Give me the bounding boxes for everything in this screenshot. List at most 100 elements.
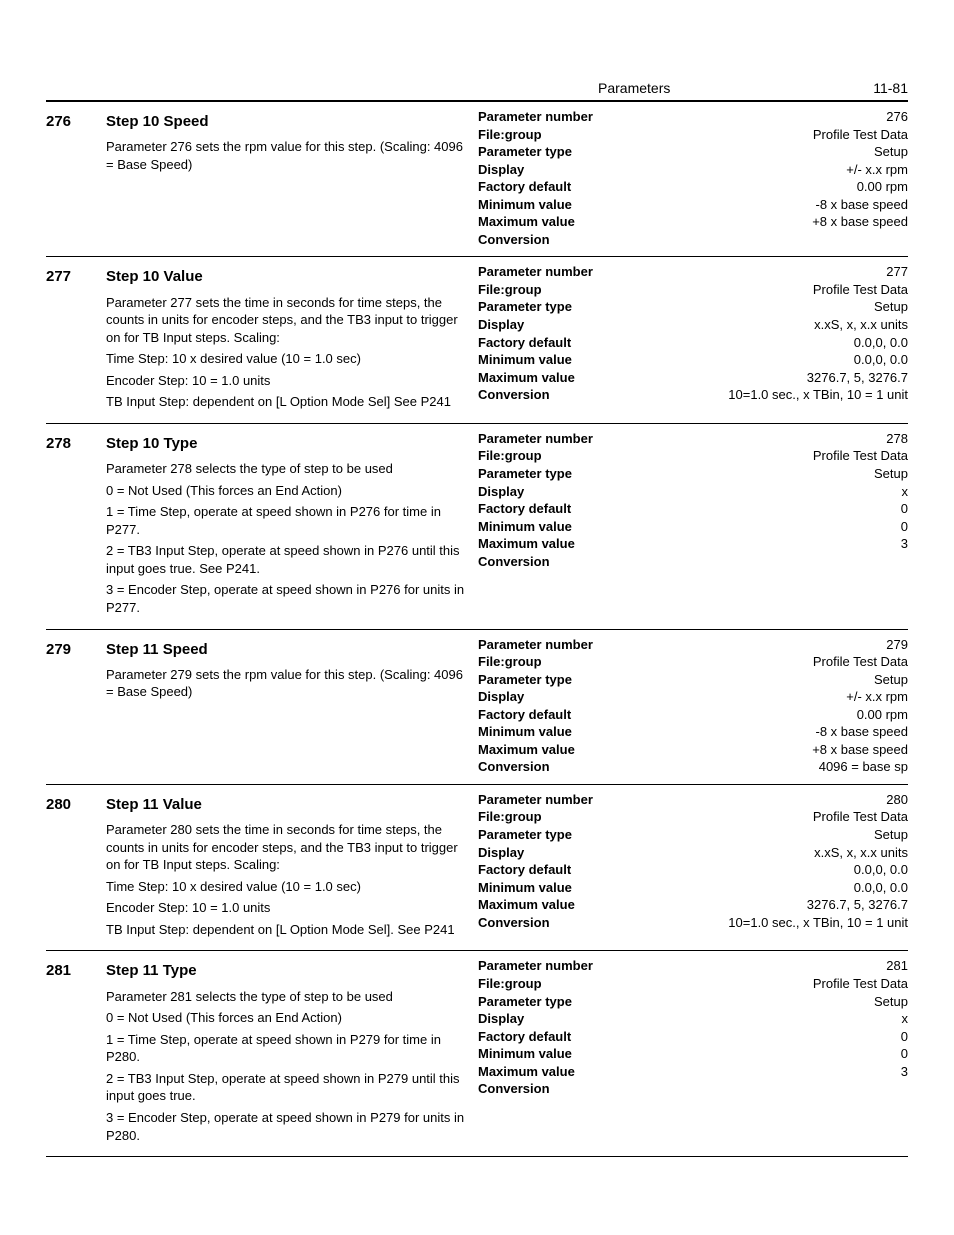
attribute-value: 4096 = base sp [628, 758, 908, 776]
attribute-value: -8 x base speed [628, 196, 908, 214]
parameter-description-line: Time Step: 10 x desired value (10 = 1.0 … [106, 878, 468, 896]
attribute-value: 10=1.0 sec., x TBin, 10 = 1 unit [628, 386, 908, 404]
attribute-value: 280 [628, 791, 908, 809]
parameter-block: 277Step 10 ValueParameter 277 sets the t… [46, 257, 908, 424]
attribute-label: Conversion [478, 231, 628, 249]
attribute-label: Parameter type [478, 143, 628, 161]
attribute-label: Display [478, 316, 628, 334]
parameter-description-line: Encoder Step: 10 = 1.0 units [106, 899, 468, 917]
attribute-labels: Parameter numberFile:groupParameter type… [478, 791, 628, 943]
parameter-block: 279Step 11 SpeedParameter 279 sets the r… [46, 630, 908, 785]
attribute-label: Parameter number [478, 636, 628, 654]
attribute-value: +/- x.x rpm [628, 161, 908, 179]
attribute-value: +8 x base speed [628, 213, 908, 231]
attribute-label: Minimum value [478, 1045, 628, 1063]
attribute-value [628, 1080, 908, 1097]
attribute-value: +/- x.x rpm [628, 688, 908, 706]
attribute-value: Setup [628, 671, 908, 689]
parameter-title: Step 10 Value [106, 267, 468, 287]
attribute-value: x.xS, x, x.x units [628, 844, 908, 862]
parameter-description-line: Parameter 280 sets the time in seconds f… [106, 821, 468, 874]
parameter-description-line: Encoder Step: 10 = 1.0 units [106, 372, 468, 390]
attribute-label: Maximum value [478, 213, 628, 231]
attribute-label: Display [478, 844, 628, 862]
attribute-label: Maximum value [478, 1063, 628, 1081]
page: Parameters 11-81 276Step 10 SpeedParamet… [0, 0, 954, 1197]
attribute-value: 0.0,0, 0.0 [628, 861, 908, 879]
parameter-description: Step 10 ValueParameter 277 sets the time… [106, 263, 478, 415]
attribute-value: 0.0,0, 0.0 [628, 351, 908, 369]
attribute-label: Parameter type [478, 465, 628, 483]
attribute-label: Factory default [478, 706, 628, 724]
parameter-description-line: 0 = Not Used (This forces an End Action) [106, 1009, 468, 1027]
attribute-label: Conversion [478, 386, 628, 404]
attribute-value: 276 [628, 108, 908, 126]
attribute-values: 276Profile Test DataSetup+/- x.x rpm0.00… [628, 108, 908, 248]
attribute-value: Profile Test Data [628, 447, 908, 465]
parameter-attributes: Parameter numberFile:groupParameter type… [478, 108, 908, 248]
attribute-value: 0.00 rpm [628, 178, 908, 196]
parameter-description: Step 10 SpeedParameter 276 sets the rpm … [106, 108, 478, 248]
attribute-value: x.xS, x, x.x units [628, 316, 908, 334]
attribute-value: x [628, 1010, 908, 1028]
attribute-label: Conversion [478, 758, 628, 776]
attribute-label: File:group [478, 126, 628, 144]
attribute-label: Maximum value [478, 535, 628, 553]
parameter-description: Step 11 Value Parameter 280 sets the time… [106, 791, 478, 943]
attribute-value: +8 x base speed [628, 741, 908, 759]
attribute-value: 0.0,0, 0.0 [628, 334, 908, 352]
parameter-attributes: Parameter numberFile:groupParameter type… [478, 636, 908, 776]
parameter-description-line: 2 = TB3 Input Step, operate at speed sho… [106, 542, 468, 577]
attribute-value: 0.00 rpm [628, 706, 908, 724]
attribute-label: Maximum value [478, 741, 628, 759]
attribute-label: Conversion [478, 914, 628, 932]
attribute-label: File:group [478, 653, 628, 671]
parameter-description: Step 11 SpeedParameter 279 sets the rpm … [106, 636, 478, 776]
parameter-number: 277 [46, 263, 106, 415]
attribute-label: Display [478, 483, 628, 501]
attribute-label: File:group [478, 808, 628, 826]
attribute-value: Profile Test Data [628, 808, 908, 826]
parameter-attributes: Parameter numberFile:groupParameter type… [478, 263, 908, 415]
parameter-number: 278 [46, 430, 106, 621]
attribute-value: Setup [628, 826, 908, 844]
parameter-description-line: Parameter 279 sets the rpm value for thi… [106, 666, 468, 701]
parameter-number: 281 [46, 957, 106, 1148]
parameter-attributes: Parameter numberFile:groupParameter type… [478, 957, 908, 1148]
parameter-number: 276 [46, 108, 106, 248]
attribute-value: Setup [628, 993, 908, 1011]
attribute-label: Factory default [478, 500, 628, 518]
attribute-label: File:group [478, 447, 628, 465]
attribute-labels: Parameter numberFile:groupParameter type… [478, 108, 628, 248]
attribute-value: 277 [628, 263, 908, 281]
parameter-title: Step 10 Speed [106, 112, 468, 132]
attribute-label: Parameter type [478, 671, 628, 689]
parameter-number: 279 [46, 636, 106, 776]
parameter-title: Step 11 Type [106, 961, 468, 981]
parameter-title: Step 11 Value [106, 795, 468, 815]
attribute-labels: Parameter numberFile:groupParameter type… [478, 957, 628, 1148]
attribute-label: Parameter number [478, 263, 628, 281]
parameter-attributes: Parameter numberFile:groupParameter type… [478, 791, 908, 943]
attribute-label: Parameter type [478, 993, 628, 1011]
parameter-attributes: Parameter numberFile:groupParameter type… [478, 430, 908, 621]
parameter-block: 276Step 10 SpeedParameter 276 sets the r… [46, 102, 908, 257]
attribute-value: Setup [628, 143, 908, 161]
attribute-values: 277Profile Test DataSetupx.xS, x, x.x un… [628, 263, 908, 415]
attribute-label: Factory default [478, 861, 628, 879]
parameter-description-line: 3 = Encoder Step, operate at speed shown… [106, 1109, 468, 1144]
attribute-value: 0 [628, 500, 908, 518]
attribute-label: Display [478, 161, 628, 179]
parameter-description-line: 1 = Time Step, operate at speed shown in… [106, 1031, 468, 1066]
attribute-label: Parameter number [478, 108, 628, 126]
attribute-value: Profile Test Data [628, 653, 908, 671]
parameters-list: 276Step 10 SpeedParameter 276 sets the r… [46, 102, 908, 1157]
attribute-label: Display [478, 688, 628, 706]
attribute-value: x [628, 483, 908, 501]
attribute-label: Minimum value [478, 196, 628, 214]
attribute-value: 3276.7, 5, 3276.7 [628, 369, 908, 387]
running-header: Parameters 11-81 [46, 80, 908, 102]
parameter-description-line: Parameter 278 selects the type of step t… [106, 460, 468, 478]
attribute-label: Factory default [478, 178, 628, 196]
attribute-label: Minimum value [478, 723, 628, 741]
